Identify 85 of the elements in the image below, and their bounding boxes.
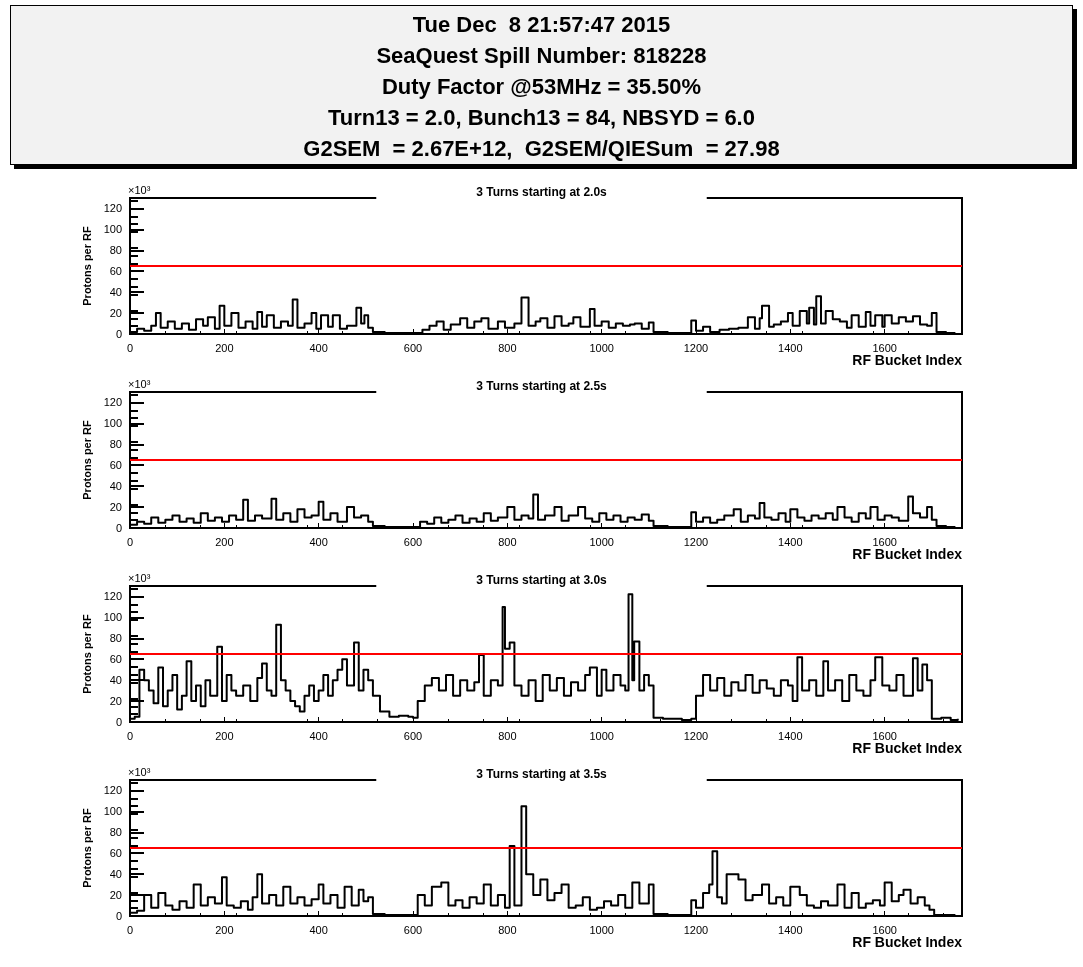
x-tick-label: 0	[126, 923, 134, 936]
x-tick-label: 800	[498, 535, 517, 548]
x-tick-label: 600	[403, 535, 423, 548]
x-tick-label: 1600	[872, 341, 897, 354]
x-tick-label: 1600	[872, 535, 897, 548]
y-axis-title: Protons per RF	[81, 808, 94, 888]
y-tick-label: 20	[109, 307, 122, 320]
y-tick-label: 80	[109, 632, 122, 645]
y-tick-label: 20	[109, 889, 122, 902]
chart-title: 3 Turns starting at 3.5s	[476, 767, 608, 781]
y-tick-label: 0	[115, 716, 122, 728]
y-tick-label: 100	[103, 805, 122, 818]
x-tick-label: 1000	[589, 729, 614, 742]
text: ×10³	[128, 183, 151, 196]
x-tick-label: 400	[309, 535, 328, 548]
y-tick-label: 40	[109, 674, 122, 687]
y-tick-label: 120	[103, 396, 122, 409]
text: SeaQuest Spill Number: 818228	[375, 42, 708, 70]
y-tick-label: 80	[109, 826, 122, 839]
y-tick-label: 80	[109, 244, 122, 257]
x-tick-label: 400	[309, 729, 328, 742]
y-tick-label: 20	[109, 695, 122, 708]
x-tick-label: 1600	[872, 923, 897, 936]
x-axis-title: RF Bucket Index	[852, 546, 963, 562]
y-tick-label: 60	[109, 653, 122, 666]
y-tick-label: 100	[103, 417, 122, 430]
x-tick-label: 0	[126, 729, 134, 742]
x-tick-label: 800	[498, 341, 517, 354]
x-tick-label: 1600	[872, 729, 897, 742]
x-tick-label: 1400	[778, 535, 803, 548]
x-tick-label: 600	[403, 923, 423, 936]
text: Duty Factor @53MHz = 35.50%	[380, 73, 703, 101]
y-tick-label: 40	[109, 868, 122, 881]
y-tick-label: 40	[109, 480, 122, 493]
x-tick-label: 1000	[589, 535, 614, 548]
y-tick-label: 120	[103, 784, 122, 797]
x-tick-label: 1400	[778, 729, 803, 742]
y-axis-title: Protons per RF	[81, 420, 94, 500]
y-tick-label: 60	[109, 265, 122, 278]
x-tick-label: 600	[403, 729, 423, 742]
x-axis-title: RF Bucket Index	[852, 352, 963, 368]
text: ×10³	[128, 377, 151, 390]
y-tick-label: 40	[109, 286, 122, 299]
chart-title: 3 Turns starting at 2.0s	[476, 185, 608, 199]
x-tick-label: 200	[215, 535, 234, 548]
text: ×10³	[128, 571, 151, 584]
x-tick-label: 200	[215, 341, 234, 354]
x-tick-label: 400	[309, 923, 328, 936]
y-axis-title: Protons per RF	[81, 226, 94, 306]
y-axis-title: Protons per RF	[81, 614, 94, 694]
x-tick-label: 1000	[589, 341, 614, 354]
text: ×10³	[128, 765, 151, 778]
x-tick-label: 1200	[683, 341, 709, 354]
y-tick-label: 120	[103, 590, 122, 603]
y-tick-label: 0	[115, 522, 122, 534]
x-tick-label: 200	[215, 729, 234, 742]
text: Turn13 = 2.0, Bunch13 = 84, NBSYD = 6.0	[327, 104, 756, 132]
y-tick-label: 20	[109, 501, 122, 514]
x-axis-title: RF Bucket Index	[852, 740, 963, 756]
text: G2SEM = 2.67E+12, G2SEM/QIESum = 27.98	[302, 135, 781, 163]
text: Tue Dec 8 21:57:47 2015	[411, 11, 672, 39]
x-tick-label: 800	[498, 923, 517, 936]
x-tick-label: 1400	[778, 341, 803, 354]
y-tick-label: 80	[109, 438, 122, 451]
x-tick-label: 200	[215, 923, 234, 936]
x-tick-label: 1200	[683, 729, 709, 742]
x-tick-label: 1200	[683, 535, 709, 548]
y-tick-label: 0	[115, 328, 122, 340]
y-tick-label: 120	[103, 202, 122, 215]
x-tick-label: 0	[126, 535, 134, 548]
x-axis-title: RF Bucket Index	[852, 934, 963, 950]
x-tick-label: 600	[403, 341, 423, 354]
y-tick-label: 60	[109, 459, 122, 472]
chart-title: 3 Turns starting at 3.0s	[476, 573, 608, 587]
x-tick-label: 0	[126, 341, 134, 354]
y-tick-label: 100	[103, 223, 122, 236]
x-tick-label: 400	[309, 341, 328, 354]
x-tick-label: 1000	[589, 923, 614, 936]
chart-title: 3 Turns starting at 2.5s	[476, 379, 608, 393]
y-tick-label: 100	[103, 611, 122, 624]
x-tick-label: 1200	[683, 923, 709, 936]
y-tick-label: 60	[109, 847, 122, 860]
x-tick-label: 1400	[778, 923, 803, 936]
y-tick-label: 0	[115, 910, 122, 922]
x-tick-label: 800	[498, 729, 517, 742]
